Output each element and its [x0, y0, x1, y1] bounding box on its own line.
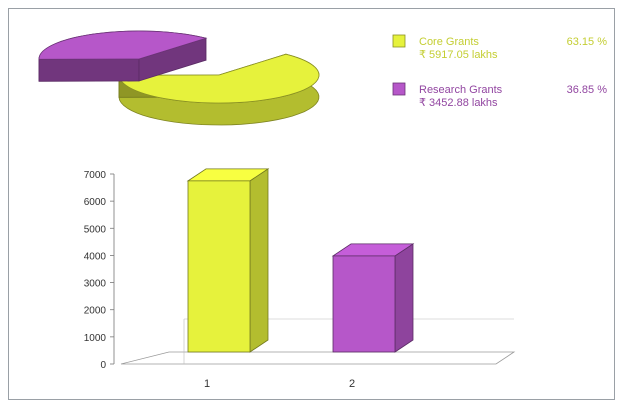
bar-front-face [332, 255, 396, 353]
bar-floor [120, 351, 516, 365]
y-tick-label: 5000 [84, 224, 107, 235]
y-tick-label: 6000 [84, 197, 107, 208]
chart-frame: Core Grants ₹ 5917.05 lakhs 63.15 % Researc… [8, 8, 615, 400]
x-tick-label: 1 [204, 378, 210, 390]
chart-canvas: Core Grants₹ 5917.05 lakhs 63.15 % Researc… [38, 30, 608, 390]
bar-2 [331, 243, 415, 353]
bar-chart: 0 1000 2000 3000 4000 5000 6000 7000 1 2 [84, 168, 516, 390]
bar-side-face [249, 168, 269, 353]
bar-front-face [187, 180, 251, 353]
y-tick-label: 1000 [84, 333, 107, 344]
pie-legend: Core Grants₹ 5917.05 lakhs 63.15 % Researc… [392, 34, 608, 109]
y-tick-label: 0 [100, 360, 106, 371]
y-tick-label: 3000 [84, 279, 107, 290]
legend-swatch [392, 34, 406, 48]
legend-percent: 63.15 % [567, 36, 608, 48]
y-tick-label: 7000 [84, 170, 107, 181]
legend-percent: 36.85 % [567, 84, 608, 96]
legend-label: Research Grants [419, 84, 503, 96]
x-tick-label: 2 [349, 378, 355, 390]
legend-label: Core Grants [419, 36, 479, 48]
legend-item-1: Core Grants₹ 5917.05 lakhs 63.15 % [392, 34, 608, 61]
pie-chart [38, 30, 320, 126]
y-tick-label: 4000 [84, 251, 107, 262]
legend-swatch [392, 82, 406, 96]
pie-slice-1 [118, 53, 320, 126]
bar-side-face [394, 243, 414, 353]
y-tick-label: 2000 [84, 306, 107, 317]
pie-slice-2 [38, 30, 208, 82]
bar-1 [186, 168, 270, 353]
legend-item-2: Research Grants₹ 3452.88 lakhs 36.85 % [392, 82, 608, 109]
legend-amount: ₹ 5917.05 lakhs [419, 49, 498, 61]
legend-amount: ₹ 3452.88 lakhs [419, 97, 498, 109]
